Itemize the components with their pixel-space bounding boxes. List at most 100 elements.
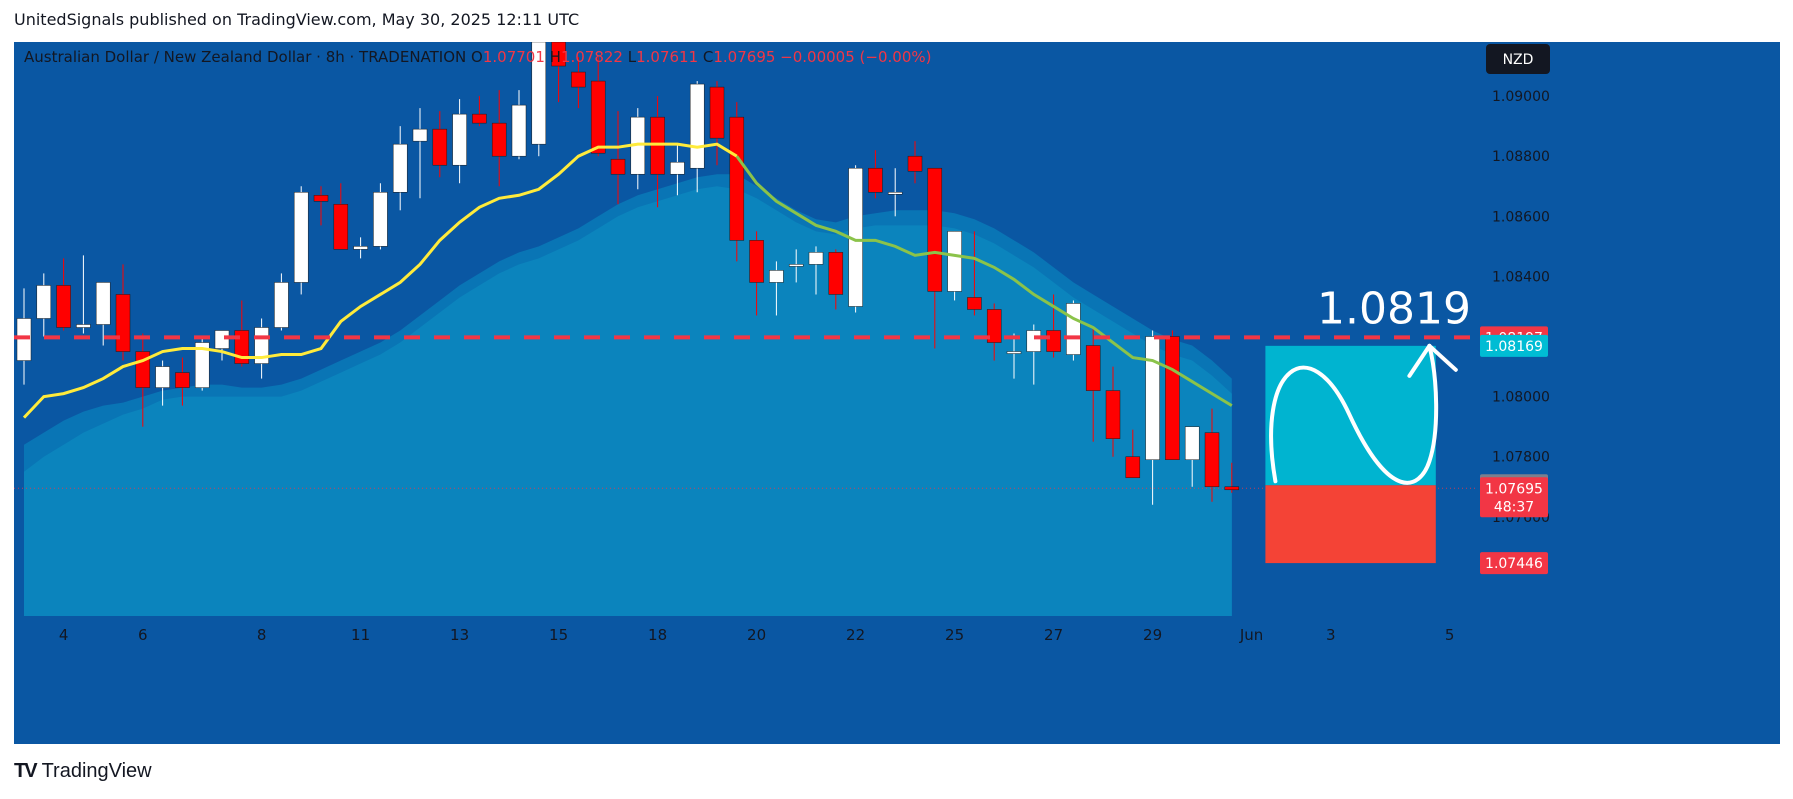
candle <box>95 282 111 346</box>
candle-body <box>1125 456 1141 479</box>
envelope-inner-area <box>24 186 1232 616</box>
currency-label: NZD <box>1503 52 1534 68</box>
candle-body <box>1046 330 1061 352</box>
candle <box>1066 300 1081 361</box>
candle-body <box>610 158 626 175</box>
candle-body <box>353 246 368 250</box>
candle <box>432 111 448 178</box>
candle-body <box>392 143 408 193</box>
candle <box>175 357 190 406</box>
time-tick-label: 5 <box>1445 626 1455 644</box>
candle-body <box>788 264 804 267</box>
time-tick-label: 20 <box>747 626 766 644</box>
candle-body <box>907 155 923 172</box>
candle <box>491 90 507 187</box>
candle-body <box>1026 330 1042 352</box>
candle <box>1224 462 1240 493</box>
stop-zone <box>1265 485 1436 564</box>
candle <box>788 249 804 283</box>
low-label: L <box>623 48 637 66</box>
last-price-label-countdown: 48:37 <box>1494 499 1534 515</box>
chart-area[interactable]: 1.0819 1.09000 1.08800 1.08600 1.08400 1.0800… <box>14 42 1780 744</box>
candle-body <box>808 252 824 265</box>
candle-body <box>76 324 91 328</box>
candle <box>808 246 824 295</box>
time-tick-label: 3 <box>1326 626 1336 644</box>
candle-body <box>274 282 289 328</box>
candle-body <box>1105 390 1121 439</box>
candle-body <box>115 294 131 352</box>
candle <box>670 144 685 196</box>
publication-header: UnitedSignals published on TradingView.c… <box>14 10 580 29</box>
candle <box>729 102 745 262</box>
candle <box>828 249 844 310</box>
candle-body <box>1066 303 1081 355</box>
candle <box>610 111 626 205</box>
candle-body <box>293 192 309 283</box>
time-tick-label: 22 <box>846 626 865 644</box>
time-tick-label: 15 <box>549 626 568 644</box>
candle-body <box>1006 351 1022 354</box>
last-price-label: 1.07695 48:37 <box>1480 477 1548 518</box>
close-value: 1.07695 <box>713 48 775 66</box>
candle <box>967 231 982 316</box>
target-label: 1.08169 <box>1480 334 1548 357</box>
candle-body <box>531 42 547 145</box>
tradingview-logo-icon[interactable]: TV <box>14 760 38 782</box>
candle <box>531 42 547 157</box>
candle <box>452 99 467 184</box>
price-tick-label: 1.08600 <box>1492 209 1550 225</box>
candle-body <box>452 113 467 166</box>
time-tick-label: Jun <box>1239 626 1263 644</box>
target-label-bg <box>1480 334 1548 357</box>
close-label: C <box>698 48 713 66</box>
candle-body <box>194 342 210 388</box>
price-tick-label: 1.08400 <box>1492 269 1550 285</box>
candle-body <box>175 372 190 388</box>
low-value: 1.07611 <box>636 48 698 66</box>
stop-label-bg <box>1480 552 1548 575</box>
tradingview-brand[interactable]: TradingView <box>41 760 152 782</box>
candlestick-chart[interactable]: 1.0819 1.09000 1.08800 1.08600 1.08400 1.0800… <box>14 42 1780 654</box>
candle-body <box>373 192 388 247</box>
candle-body <box>709 86 725 139</box>
candle <box>194 336 210 391</box>
candle <box>313 186 329 226</box>
candle-body <box>551 42 566 67</box>
candle <box>1105 366 1121 457</box>
candle-body <box>571 71 586 88</box>
candle <box>709 81 725 166</box>
candle <box>868 150 883 199</box>
time-axis <box>14 616 1780 654</box>
time-tick-label: 29 <box>1143 626 1162 644</box>
candle-body <box>650 116 665 175</box>
symbol-info-line[interactable]: Australian Dollar / New Zealand Dollar ·… <box>24 48 931 66</box>
currency-badge[interactable]: NZD <box>1486 44 1550 74</box>
candle-body <box>214 330 230 349</box>
high-value: 1.07822 <box>561 48 623 66</box>
candle <box>650 96 665 208</box>
candle-body <box>412 128 428 142</box>
candle <box>274 273 289 331</box>
candle <box>1125 429 1141 479</box>
change-value: −0.00005 (−0.00%) <box>775 48 931 66</box>
ma-line-yellow <box>22 142 738 419</box>
candle <box>1006 333 1022 379</box>
high-label: H <box>545 48 561 66</box>
open-value: 1.07701 <box>483 48 545 66</box>
candle <box>333 183 349 250</box>
time-tick-label: 8 <box>257 626 267 644</box>
candle <box>1145 330 1160 505</box>
candle <box>749 231 764 316</box>
candle-body <box>1204 432 1220 488</box>
candle <box>472 96 487 127</box>
candle <box>571 57 586 109</box>
candle-body <box>472 113 487 124</box>
candle <box>907 141 923 184</box>
candle <box>56 258 71 331</box>
candle-body <box>155 366 170 388</box>
currency-badge-bg <box>1486 44 1550 74</box>
candle <box>887 168 903 217</box>
candle-body <box>1085 345 1101 391</box>
time-tick-label: 4 <box>59 626 69 644</box>
